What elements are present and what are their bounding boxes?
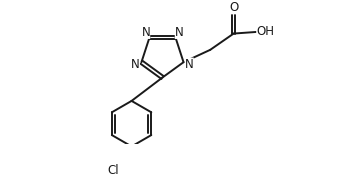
- Text: N: N: [142, 26, 150, 39]
- Text: N: N: [131, 58, 140, 71]
- Text: N: N: [185, 58, 194, 71]
- Text: Cl: Cl: [107, 164, 119, 176]
- Text: O: O: [229, 1, 238, 14]
- Text: OH: OH: [256, 26, 274, 38]
- Text: N: N: [175, 26, 184, 39]
